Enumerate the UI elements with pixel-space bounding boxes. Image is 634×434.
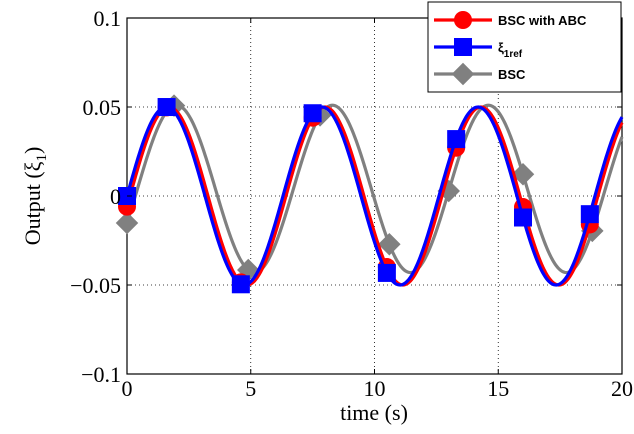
data-point-diamond — [115, 211, 139, 235]
y-tick-label: −0.05 — [70, 273, 121, 298]
legend-entry: BSC — [434, 62, 526, 86]
data-point-square — [580, 205, 599, 224]
legend-label: ξ1ref — [498, 40, 523, 60]
series-diamond — [115, 94, 624, 282]
x-tick-label: 5 — [245, 376, 256, 401]
legend-label: BSC with ABC — [498, 13, 587, 28]
data-point-square — [454, 38, 472, 56]
data-point-diamond — [451, 62, 475, 86]
legend-label: BSC — [498, 67, 526, 82]
axis-ticks: 0 5 10 15 20 −0.1 −0.05 0 0.05 0.1 — [70, 6, 633, 401]
data-point-square — [231, 275, 250, 294]
y-axis-label: Output (ξ1) — [20, 147, 50, 246]
x-tick-label: 15 — [487, 376, 509, 401]
series-square — [118, 98, 624, 294]
data-point-square — [514, 208, 532, 227]
data-point-square — [303, 104, 322, 123]
legend: BSC with ABC ξ1ref BSC — [427, 1, 622, 93]
legend-entry: BSC with ABC — [434, 11, 587, 29]
series-line — [125, 105, 624, 287]
data-point-circle — [454, 11, 472, 29]
data-point-diamond — [378, 233, 401, 256]
x-axis-label: time (s) — [340, 400, 408, 425]
series-line — [125, 103, 624, 275]
x-tick-label: 0 — [122, 376, 133, 401]
y-tick-label: 0 — [110, 184, 121, 209]
x-tick-label: 20 — [611, 376, 633, 401]
data-point-square — [157, 98, 176, 117]
y-tick-label: −0.1 — [81, 362, 121, 387]
series-layer — [115, 94, 624, 294]
y-tick-label: 0.05 — [83, 95, 122, 120]
x-tick-label: 10 — [364, 376, 386, 401]
data-point-diamond — [511, 162, 535, 186]
y-tick-label: 0.1 — [94, 6, 122, 31]
data-point-square — [377, 263, 396, 282]
series-line — [125, 105, 624, 287]
data-point-square — [447, 130, 466, 149]
grid — [127, 18, 622, 374]
legend-entry: ξ1ref — [434, 38, 523, 60]
